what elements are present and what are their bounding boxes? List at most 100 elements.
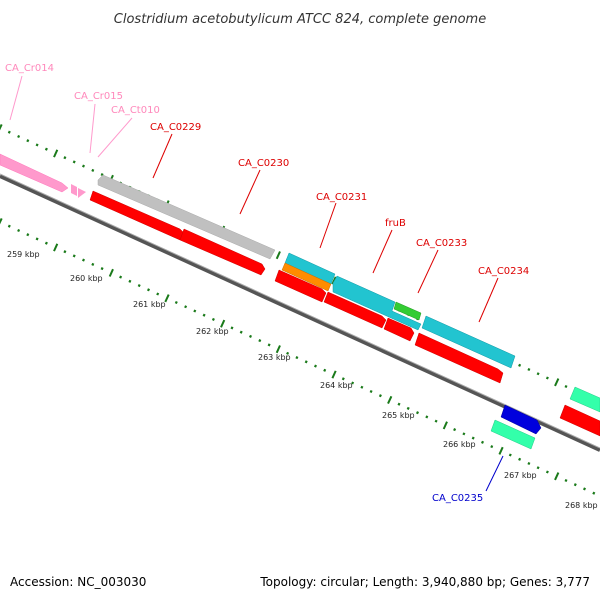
upper-track-minor-tick <box>545 376 549 380</box>
lower-track-minor-tick <box>100 267 104 271</box>
gene-label-ca-cr014[interactable]: CA_Cr014 <box>5 63 54 74</box>
lower-track-minor-tick <box>592 491 596 495</box>
feature-green-frub[interactable] <box>393 301 422 321</box>
feature-blue-ca-c0235[interactable] <box>500 404 542 435</box>
upper-track-minor-tick <box>26 139 30 143</box>
feature-teal-2[interactable] <box>332 275 422 331</box>
feature-ca-cr015[interactable] <box>71 184 77 196</box>
upper-track-minor-tick <box>100 173 104 177</box>
tick-label-263: 263 kbp <box>258 353 291 362</box>
lower-track-minor-tick <box>91 262 95 266</box>
feature-gray-ca-c0230[interactable] <box>97 174 276 260</box>
lower-track-minor-tick <box>211 317 215 321</box>
lower-tick-track <box>0 217 596 495</box>
upper-track-minor-tick <box>81 164 86 168</box>
tick-label-267: 267 kbp <box>504 471 537 480</box>
lower-track-major-tick <box>331 370 337 379</box>
accession-text: Accession: NC_003030 <box>10 575 146 589</box>
lower-track-minor-tick <box>369 389 373 394</box>
lower-track-minor-tick <box>323 368 327 372</box>
upper-track-minor-tick <box>17 134 21 139</box>
upper-track-minor-tick <box>63 156 67 160</box>
lower-track-minor-tick <box>536 466 540 470</box>
lower-track-major-tick <box>0 217 3 225</box>
lower-track-minor-tick <box>378 394 382 398</box>
tick-label-268: 268 kbp <box>565 501 598 510</box>
lower-track-minor-tick <box>518 457 522 461</box>
lower-track-minor-tick <box>72 254 76 258</box>
lower-track-minor-tick <box>573 483 577 487</box>
gene-label-ca-c0233[interactable]: CA_C0233 <box>416 238 467 249</box>
feature-red-ca-c0230[interactable] <box>179 228 266 276</box>
tick-label-260: 260 kbp <box>70 274 103 283</box>
lower-track-minor-tick <box>406 406 410 410</box>
lower-track-minor-tick <box>258 339 262 343</box>
lower-track-minor-tick <box>119 275 123 279</box>
lower-track-major-tick <box>108 268 114 277</box>
lower-track-minor-tick <box>415 411 420 415</box>
lower-track-minor-tick <box>397 402 401 406</box>
gene-label-ca-c0231[interactable]: CA_C0231 <box>316 192 367 203</box>
lower-track-minor-tick <box>35 237 39 241</box>
tick-label-261: 261 kbp <box>133 300 166 309</box>
feature-orange[interactable] <box>281 262 332 292</box>
lower-track-major-tick <box>442 421 448 430</box>
upper-track-major-tick <box>0 123 3 131</box>
lower-track-minor-tick <box>248 334 253 338</box>
feature-ca-cr014[interactable] <box>0 153 69 193</box>
lower-track-minor-tick <box>425 415 429 419</box>
tick-label-264: 264 kbp <box>320 381 353 390</box>
lower-track-major-tick <box>275 345 281 354</box>
gene-label-ca-cr015[interactable]: CA_Cr015 <box>74 91 123 102</box>
lower-track-minor-tick <box>44 241 48 245</box>
lower-track-minor-tick <box>545 470 549 474</box>
tick-label-265: 265 kbp <box>382 411 415 420</box>
lower-track-minor-tick <box>313 364 318 368</box>
lower-track-minor-tick <box>174 300 178 305</box>
upper-track-minor-tick <box>564 384 568 389</box>
upper-track-major-tick <box>53 149 59 158</box>
map-title: Clostridium acetobutylicum ATCC 824, com… <box>114 12 486 27</box>
lower-track-minor-tick <box>81 258 86 262</box>
feature-mint-ca-c0235[interactable] <box>490 419 536 450</box>
lower-track-major-tick <box>498 446 504 455</box>
lower-track-minor-tick <box>351 381 355 385</box>
gene-label-ca-ct010[interactable]: CA_Ct010 <box>111 105 160 116</box>
lower-track-major-tick <box>53 243 59 252</box>
feature-ca-ct010[interactable] <box>78 188 86 198</box>
kbp-tick-labels: 259 kbp 260 kbp 261 kbp 262 kbp 263 kbp … <box>7 250 598 510</box>
lower-track-minor-tick <box>63 250 67 254</box>
lower-track-minor-tick <box>26 233 30 237</box>
lower-track-minor-tick <box>184 305 188 309</box>
lower-track-major-tick <box>164 294 170 303</box>
lower-track-minor-tick <box>193 309 197 313</box>
upper-track-major-tick <box>554 378 560 387</box>
feature-red-small[interactable] <box>383 317 415 342</box>
lower-track-minor-tick <box>202 313 206 317</box>
lower-track-minor-tick <box>295 356 299 360</box>
feature-mint-right[interactable] <box>569 386 600 413</box>
gene-label-ca-c0230[interactable]: CA_C0230 <box>238 158 289 169</box>
feature-red-frub[interactable] <box>323 291 387 329</box>
gene-label-ca-c0229[interactable]: CA_C0229 <box>150 122 201 133</box>
lower-track-minor-tick <box>156 292 160 296</box>
feature-red-ca-c0231[interactable] <box>274 269 327 303</box>
lower-track-minor-tick <box>462 432 466 436</box>
tick-label-262: 262 kbp <box>196 327 229 336</box>
gene-label-frub[interactable]: fruB <box>385 218 406 229</box>
gene-label-ca-c0234[interactable]: CA_C0234 <box>478 266 529 277</box>
lower-track-minor-tick <box>508 453 512 457</box>
feature-red-ca-c0234[interactable] <box>414 332 504 384</box>
genome-summary-text: Topology: circular; Length: 3,940,880 bp… <box>259 575 590 589</box>
lower-track-minor-tick <box>582 487 587 491</box>
label-leader-lines <box>9 75 504 492</box>
feature-red-right[interactable] <box>559 404 600 437</box>
reverse-features <box>89 190 600 450</box>
feature-teal-3[interactable] <box>421 315 516 369</box>
lower-track-minor-tick <box>7 224 11 228</box>
lower-track-minor-tick <box>239 330 243 334</box>
gene-label-ca-c0235[interactable]: CA_C0235 <box>432 493 483 504</box>
upper-track-minor-tick <box>35 143 39 147</box>
upper-track-major-tick <box>275 251 281 260</box>
